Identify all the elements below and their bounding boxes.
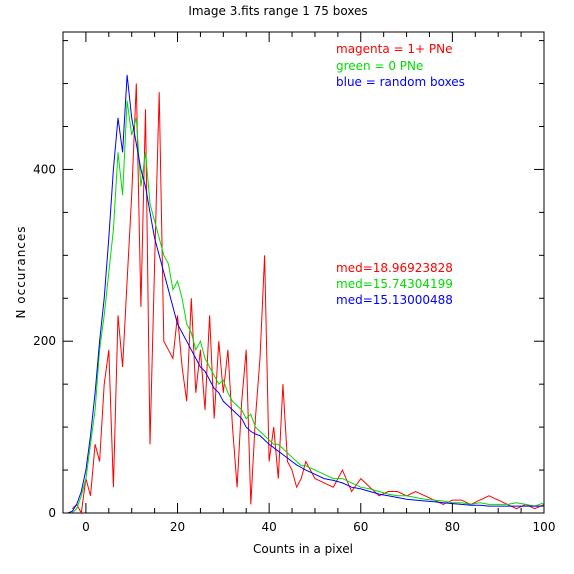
- legend: magenta = 1+ PNe green = 0 PNe blue = ra…: [336, 42, 465, 89]
- y-tick-label: 200: [33, 334, 56, 348]
- median-label-green: med=15.74304199: [336, 277, 453, 291]
- median-annotations: med=18.96923828 med=15.74304199 med=15.1…: [336, 261, 453, 307]
- legend-entry-blue: blue = random boxes: [336, 75, 465, 89]
- median-label-magenta: med=18.96923828: [336, 261, 453, 275]
- series-layer: [63, 74, 545, 515]
- median-label-blue: med=15.13000488: [336, 293, 453, 307]
- x-tick-label: 80: [445, 520, 460, 534]
- y-tick-label: 0: [48, 506, 56, 520]
- x-axis-label: Counts in a pixel: [253, 542, 353, 556]
- series-line-1: [63, 100, 545, 514]
- y-tick-label: 400: [33, 162, 56, 176]
- x-tick-label: 60: [353, 520, 368, 534]
- legend-entry-magenta: magenta = 1+ PNe: [336, 42, 453, 56]
- y-axis-label: N occurances: [14, 225, 28, 318]
- axis-layer: 0 20 40 60 80 100 0 200 400: [33, 32, 555, 534]
- x-tick-label: 20: [170, 520, 185, 534]
- x-tick-label: 0: [82, 520, 90, 534]
- legend-entry-green: green = 0 PNe: [336, 59, 423, 73]
- x-tick-label: 40: [262, 520, 277, 534]
- series-line-2: [63, 74, 544, 514]
- chart-title: Image 3.fits range 1 75 boxes: [188, 4, 367, 18]
- plot-frame: [62, 31, 545, 514]
- x-tick-label: 100: [533, 520, 556, 534]
- series-line-0: [71, 83, 545, 515]
